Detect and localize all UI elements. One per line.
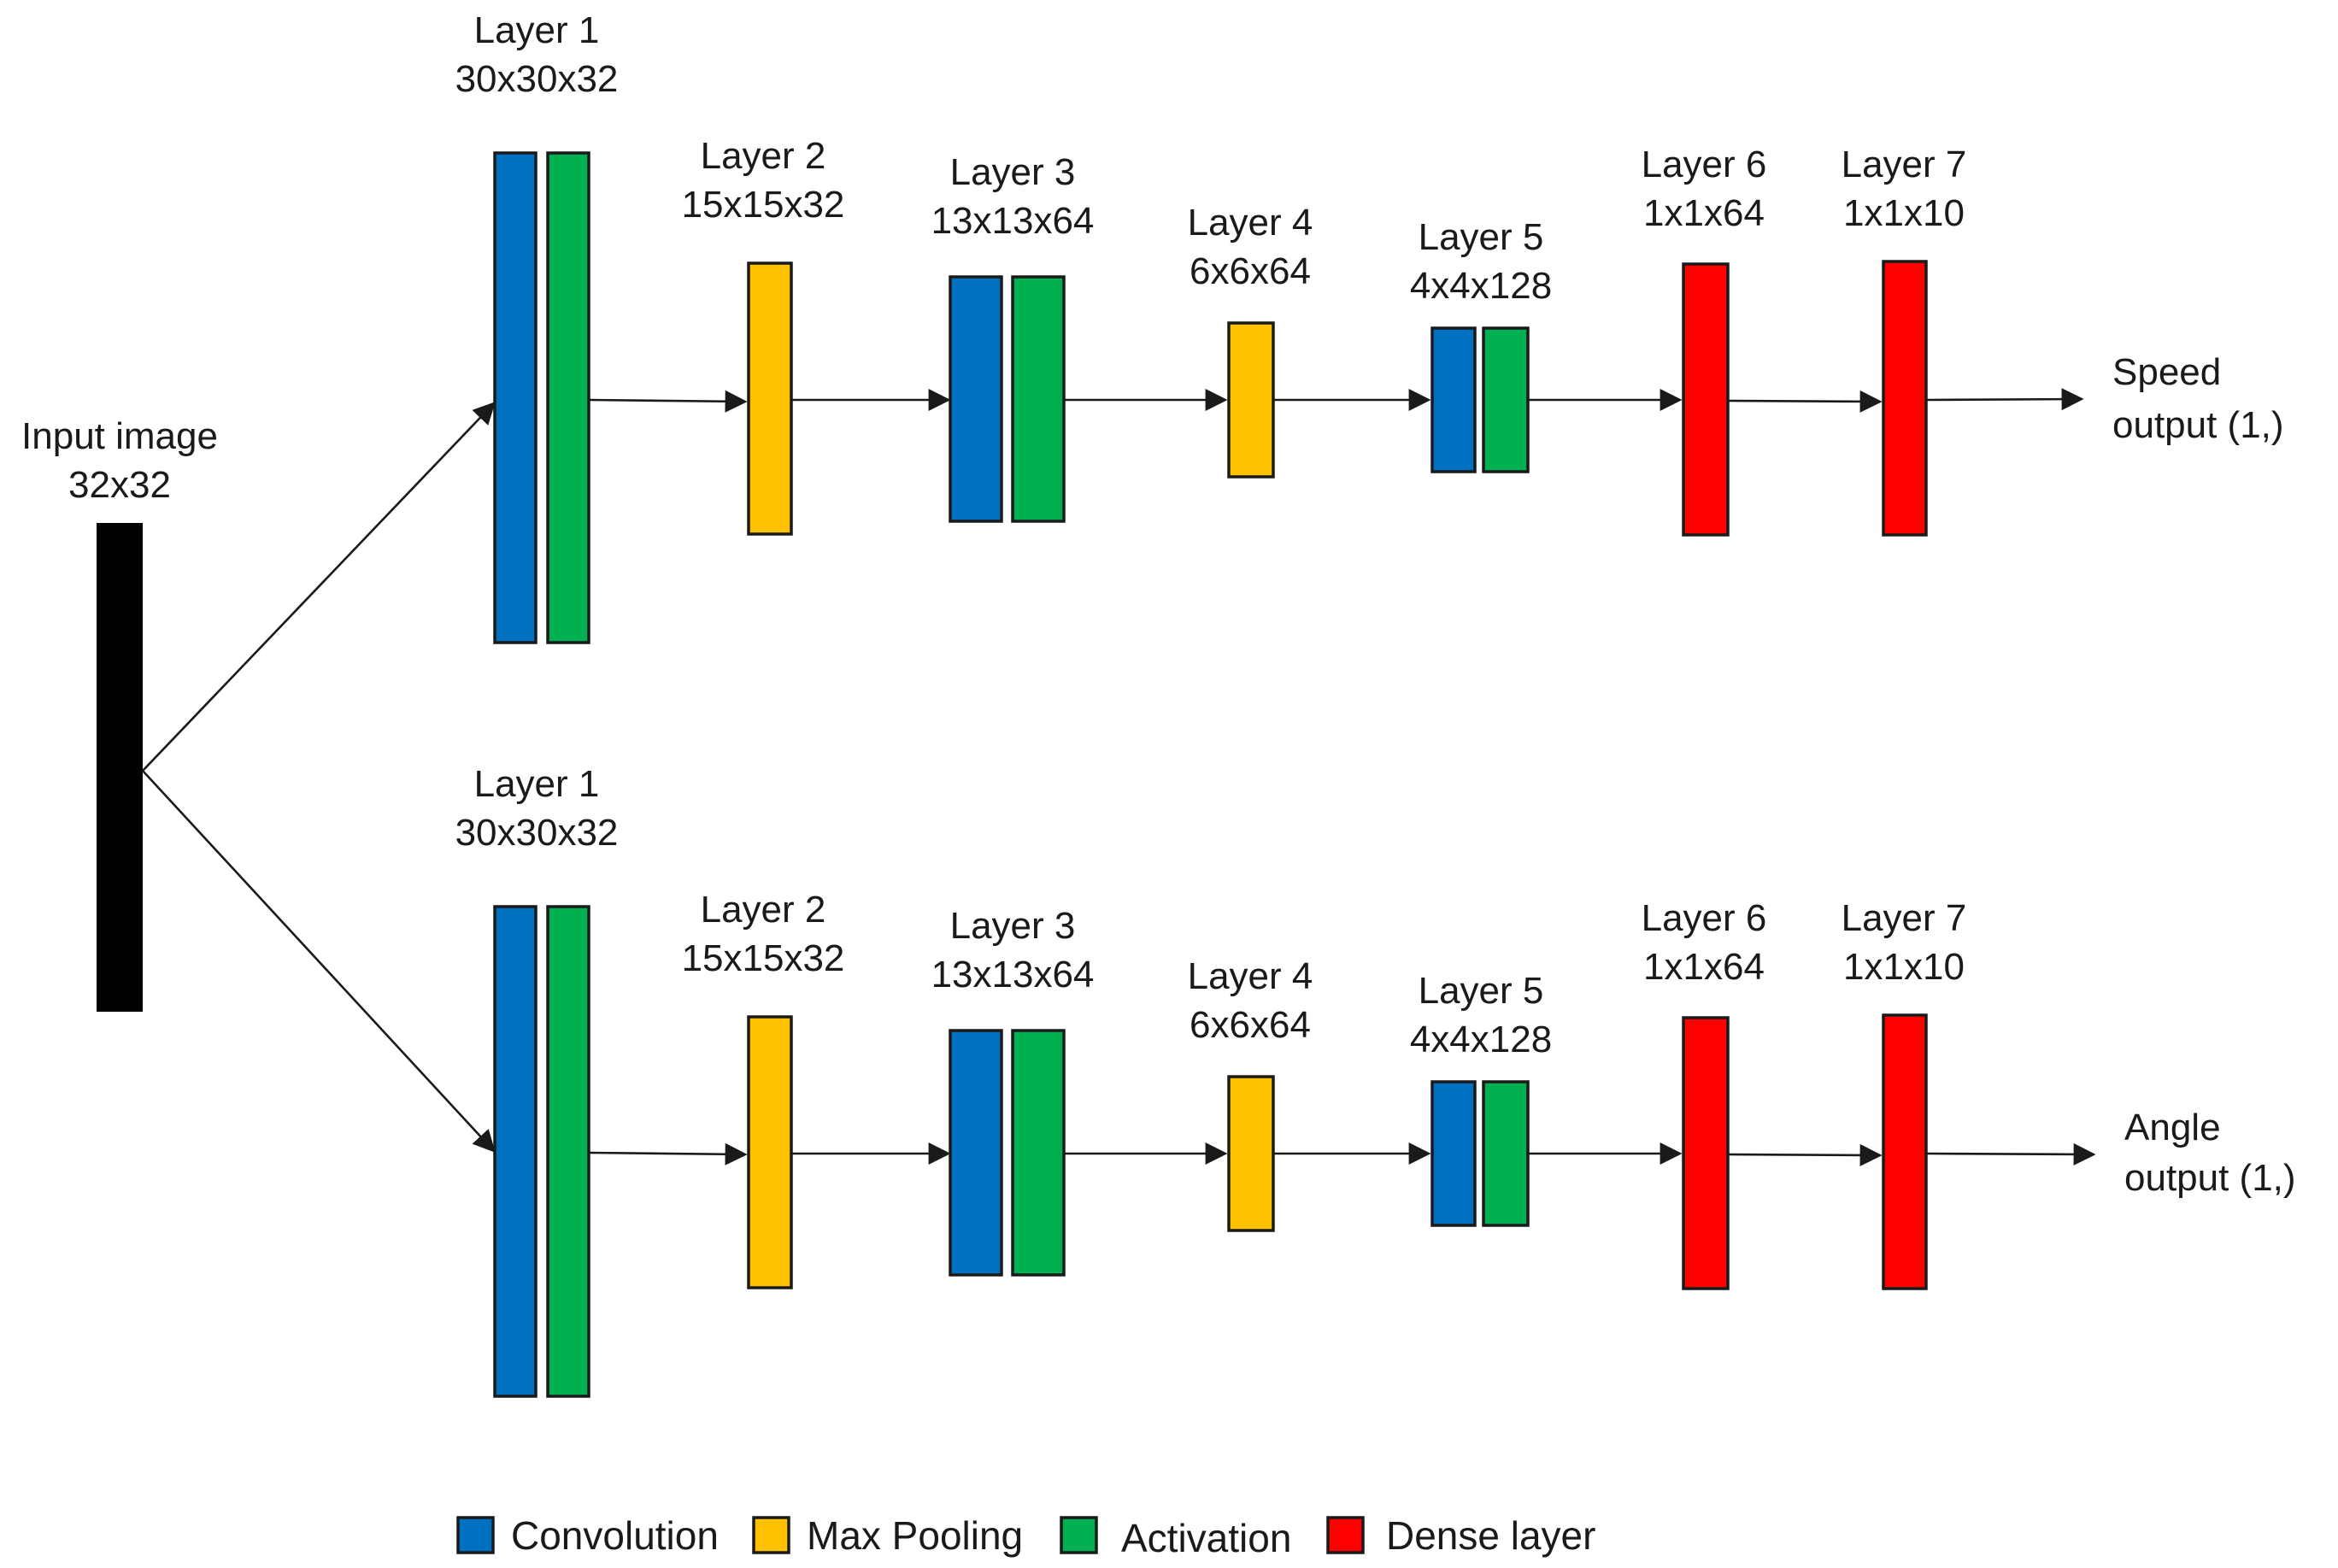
layer-dims-label: 13x13x64 [931,954,1095,995]
input-to-angle-branch-arrow [142,770,496,1153]
layer-name-label: Layer 3 [950,905,1076,947]
output-arrow [1925,388,2084,411]
dense-layer-block [1882,1013,1928,1290]
layer-name-label: Layer 6 [1642,144,1767,185]
output-label-line1: Speed [2112,351,2221,393]
angle-layer-5: Layer 5 4x4x128 [1410,970,1552,1227]
max-pooling-block [747,261,793,536]
angle-layer-4: Layer 4 6x6x64 [1188,955,1313,1232]
convolution-block [1430,326,1477,473]
arrow [588,390,748,413]
convolution-block [1430,1080,1477,1227]
legend-label: Convolution [511,1513,719,1558]
input-label-line2: 32x32 [68,464,171,506]
activation-block [546,151,590,644]
layer-name-label: Layer 2 [701,135,826,177]
speed-layer-1: Layer 1 30x30x32 [455,9,619,644]
layer-dims-label: 15x15x32 [682,184,845,226]
legend-item-activation: Activation [1060,1516,1291,1560]
legend-item-max-pooling: Max Pooling [752,1513,1023,1558]
angle-layer-3: Layer 3 13x13x64 [931,905,1095,1277]
activation-block [1011,1029,1066,1277]
speed-branch: Layer 1 30x30x32 Layer 2 15x15x32 Layer … [455,9,2284,644]
input-label-line1: Input image [21,415,218,457]
speed-layer-4: Layer 4 6x6x64 [1188,202,1313,479]
layer-name-label: Layer 6 [1642,897,1767,939]
layer-dims-label: 1x1x64 [1643,192,1765,234]
layer-name-label: Layer 7 [1842,144,1967,185]
convolution-block [493,905,538,1398]
convolution-block [493,151,538,644]
arrow [1727,1143,1883,1166]
speed-output-label: Speed output (1,) [2112,351,2284,446]
speed-layer-5: Layer 5 4x4x128 [1410,216,1552,473]
layer-name-label: Layer 5 [1419,216,1544,258]
output-label-line2: output (1,) [2124,1157,2296,1199]
layer-dims-label: 30x30x32 [455,58,619,100]
output-label-line2: output (1,) [2112,404,2284,446]
legend-item-dense-layer: Dense layer [1326,1513,1595,1558]
speed-layer-6: Layer 6 1x1x64 [1642,144,1767,537]
activation-block [1482,326,1530,473]
angle-layer-1: Layer 1 30x30x32 [455,763,619,1398]
legend-swatch [1326,1516,1365,1554]
speed-layer-3: Layer 3 13x13x64 [931,151,1095,523]
layer-dims-label: 1x1x64 [1643,946,1765,988]
speed-layer-7: Layer 7 1x1x10 [1842,144,1967,537]
dense-layer-block [1882,260,1928,537]
activation-block [1011,275,1066,523]
layer-name-label: Layer 1 [474,9,600,51]
layer-name-label: Layer 3 [950,151,1076,193]
legend-item-convolution: Convolution [456,1513,719,1558]
legend-label: Activation [1121,1516,1291,1560]
layer-name-label: Layer 4 [1188,955,1313,997]
dense-layer-block [1682,262,1730,537]
dense-layer-block [1682,1016,1730,1290]
output-label-line1: Angle [2124,1107,2221,1148]
max-pooling-block [1227,1075,1275,1232]
legend-label: Max Pooling [807,1513,1023,1558]
input-image-block [97,523,143,1012]
legend-label: Dense layer [1386,1513,1595,1558]
legend-swatch [1060,1516,1098,1554]
layer-dims-label: 30x30x32 [455,812,619,854]
activation-block [546,905,590,1398]
layer-dims-label: 1x1x10 [1843,946,1965,988]
arrow [588,1142,748,1166]
layer-dims-label: 6x6x64 [1190,250,1311,292]
layer-dims-label: 4x4x128 [1410,265,1552,307]
angle-output-label: Angle output (1,) [2124,1107,2296,1199]
arrow [1727,390,1883,413]
layer-name-label: Layer 7 [1842,897,1967,939]
max-pooling-block [747,1015,793,1289]
layer-name-label: Layer 4 [1188,202,1313,244]
angle-layer-7: Layer 7 1x1x10 [1842,897,1967,1290]
layer-dims-label: 4x4x128 [1410,1019,1552,1060]
layer-name-label: Layer 5 [1419,970,1544,1012]
angle-layer-2: Layer 2 15x15x32 [682,889,845,1289]
layer-dims-label: 15x15x32 [682,937,845,979]
legend: Convolution Max Pooling Activation Dense… [456,1513,1595,1560]
max-pooling-block [1227,321,1275,479]
angle-branch: Layer 1 30x30x32 Layer 2 15x15x32 Layer … [455,763,2296,1398]
legend-swatch [456,1516,495,1554]
speed-layer-2: Layer 2 15x15x32 [682,135,845,536]
layer-dims-label: 13x13x64 [931,200,1095,242]
convolution-block [949,275,1003,523]
activation-block [1482,1080,1530,1227]
input-node: Input image 32x32 [21,415,218,1012]
convolution-block [949,1029,1003,1277]
layer-name-label: Layer 2 [701,889,826,931]
layer-dims-label: 6x6x64 [1190,1004,1311,1046]
legend-swatch [752,1516,790,1554]
layer-name-label: Layer 1 [474,763,600,805]
input-to-speed-branch-arrow [142,402,496,772]
layer-dims-label: 1x1x10 [1843,192,1965,234]
angle-layer-6: Layer 6 1x1x64 [1642,897,1767,1290]
